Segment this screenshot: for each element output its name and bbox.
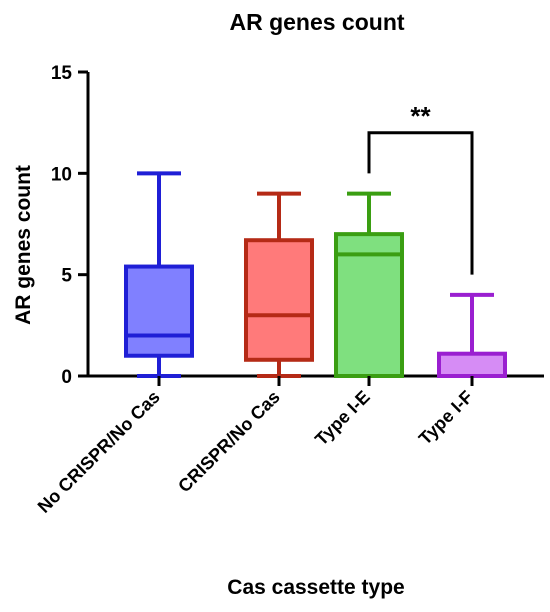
- y-tick-label: 5: [61, 266, 72, 287]
- y-tick-label: 0: [61, 367, 72, 388]
- chart-title: AR genes count: [229, 9, 404, 35]
- box-3: [437, 292, 507, 378]
- box-iqr: [437, 351, 507, 378]
- x-tick-label: No CRISPR/No Cas: [34, 387, 164, 517]
- box-iqr: [244, 238, 314, 362]
- plot-area: 0 5 10 15 No CRISPR/No Cas CRISPR/No Cas Type …: [34, 63, 544, 517]
- x-tick-label: Type I-E: [311, 387, 374, 450]
- box-iqr: [124, 264, 194, 358]
- box-0: [124, 171, 194, 378]
- y-tick-label: 10: [51, 164, 72, 185]
- box-1: [244, 191, 314, 378]
- y-axis-label: AR genes count: [12, 165, 35, 325]
- x-tick-label: Type I-F: [415, 387, 477, 449]
- x-axis-label: Cas cassette type: [227, 576, 404, 599]
- box-2: [334, 191, 404, 378]
- y-tick-label: 15: [51, 63, 73, 84]
- significance-label: **: [410, 101, 431, 131]
- x-tick-label: CRISPR/No Cas: [174, 387, 284, 497]
- significance-bracket: [367, 131, 474, 275]
